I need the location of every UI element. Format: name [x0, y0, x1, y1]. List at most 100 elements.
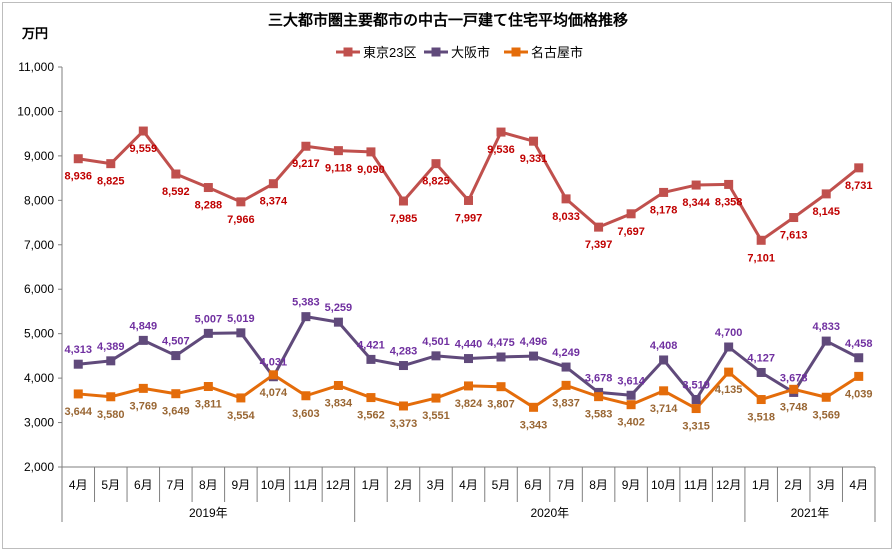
x-tick-label: 6月: [524, 478, 543, 492]
point-tokyo: [73, 154, 83, 164]
data-label-osaka: 4,475: [487, 337, 515, 349]
y-axis-unit-label: 万円: [21, 26, 48, 41]
x-tick-label: 10月: [261, 478, 286, 492]
x-tick-label: 7月: [166, 478, 185, 492]
x-tick-label: 9月: [232, 478, 251, 492]
x-tick-label: 3月: [427, 478, 446, 492]
point-nagoya: [659, 386, 669, 396]
point-osaka: [138, 335, 148, 345]
data-label-tokyo: 9,118: [325, 163, 352, 175]
data-label-nagoya: 3,315: [682, 421, 710, 433]
data-label-tokyo: 8,825: [97, 176, 125, 188]
data-label-nagoya: 3,714: [650, 403, 678, 415]
data-label-tokyo: 8,731: [845, 180, 873, 192]
data-label-nagoya: 3,769: [130, 400, 158, 412]
point-nagoya: [464, 381, 473, 391]
x-tick-label: 4月: [459, 478, 478, 492]
legend-item-osaka: 大阪市: [424, 45, 490, 60]
point-osaka: [73, 359, 83, 369]
point-osaka: [756, 367, 766, 377]
point-nagoya: [529, 402, 539, 412]
data-label-tokyo: 9,331: [520, 153, 548, 165]
data-label-osaka: 4,833: [812, 321, 840, 333]
point-tokyo: [301, 141, 311, 151]
legend-marker-osaka: [431, 47, 441, 57]
data-label-osaka: 3,614: [617, 375, 645, 387]
point-osaka: [464, 354, 473, 364]
data-label-nagoya: 4,074: [260, 387, 288, 399]
data-label-nagoya: 3,580: [97, 409, 125, 421]
data-label-nagoya: 3,569: [812, 409, 840, 421]
data-label-nagoya: 3,583: [585, 409, 613, 421]
x-tick-label: 5月: [492, 478, 511, 492]
point-tokyo: [236, 197, 246, 207]
data-label-osaka: 3,678: [585, 372, 613, 384]
point-osaka: [496, 352, 506, 362]
x-tick-label: 7月: [557, 478, 576, 492]
data-label-tokyo: 7,101: [747, 252, 775, 264]
point-osaka: [626, 390, 636, 400]
x-tick-label: 8月: [199, 478, 218, 492]
data-label-osaka: 4,249: [552, 347, 580, 359]
point-tokyo: [398, 196, 408, 206]
y-tick-label: 9,000: [24, 149, 54, 163]
data-label-osaka: 4,440: [455, 339, 483, 351]
point-tokyo: [724, 179, 734, 189]
data-label-nagoya: 3,402: [617, 417, 645, 429]
data-label-osaka: 3,678: [780, 372, 808, 384]
data-label-tokyo: 7,985: [390, 213, 418, 225]
y-tick-labels: 2,000 3,000 4,000 5,000 6,000 7,000 8,000 9,000…: [17, 60, 54, 474]
data-label-osaka: 4,408: [650, 340, 678, 352]
x-tick-label: 1月: [362, 478, 381, 492]
y-tick-label: 6,000: [24, 282, 54, 296]
point-tokyo: [138, 126, 148, 136]
data-label-nagoya: 3,811: [195, 399, 222, 411]
data-label-tokyo: 8,358: [715, 196, 743, 208]
data-label-osaka: 4,507: [162, 336, 190, 348]
data-label-tokyo: 8,936: [64, 171, 92, 183]
axes: [58, 66, 876, 522]
y-tick-label: 4,000: [24, 371, 54, 385]
point-osaka: [854, 353, 864, 363]
x-tick-label: 11月: [684, 478, 708, 492]
point-nagoya: [756, 395, 766, 405]
point-nagoya: [854, 371, 864, 381]
point-nagoya: [691, 404, 701, 414]
point-tokyo: [106, 159, 116, 169]
legend-label-nagoya: 名古屋市: [531, 45, 583, 60]
x-tick-label: 12月: [326, 478, 351, 492]
point-nagoya: [821, 392, 831, 402]
point-osaka: [301, 312, 311, 322]
x-tick-label: 3月: [817, 478, 836, 492]
point-nagoya: [203, 382, 213, 392]
point-nagoya: [626, 400, 636, 410]
point-nagoya: [724, 367, 734, 377]
data-label-nagoya: 3,554: [227, 410, 255, 422]
point-tokyo: [464, 195, 473, 205]
data-label-nagoya: 3,824: [455, 398, 483, 410]
data-label-tokyo: 9,559: [130, 143, 158, 155]
point-nagoya: [301, 391, 311, 401]
x-tick-label: 10月: [651, 478, 676, 492]
point-osaka: [366, 354, 376, 364]
point-nagoya: [496, 382, 506, 392]
x-tick-label: 2月: [784, 478, 803, 492]
data-label-tokyo: 9,536: [487, 144, 515, 156]
point-nagoya: [333, 380, 343, 390]
legend-marker-tokyo: [343, 47, 353, 57]
data-label-osaka: 5,007: [195, 313, 223, 325]
point-tokyo: [431, 159, 441, 169]
point-osaka: [398, 361, 408, 371]
data-label-osaka: 4,421: [357, 339, 385, 351]
point-tokyo: [789, 213, 799, 223]
data-label-tokyo: 8,178: [650, 204, 678, 216]
point-tokyo: [333, 146, 343, 156]
data-label-osaka: 4,283: [390, 346, 418, 358]
data-label-nagoya: 3,562: [357, 410, 385, 422]
data-label-osaka: 4,389: [97, 341, 125, 353]
y-tick-label: 11,000: [18, 60, 54, 74]
year-label: 2019年: [189, 506, 228, 520]
data-label-nagoya: 3,343: [520, 419, 548, 431]
data-label-nagoya: 3,649: [162, 406, 190, 418]
